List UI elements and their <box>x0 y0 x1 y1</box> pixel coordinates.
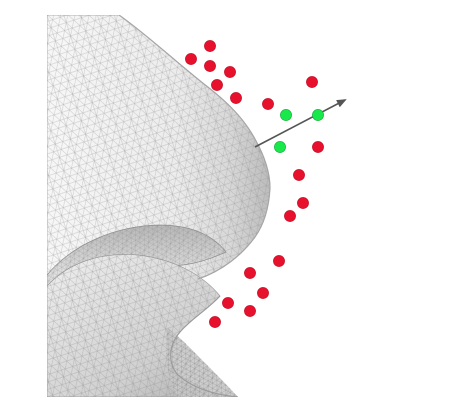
red-point <box>230 92 242 104</box>
points-layer <box>185 40 324 328</box>
red-point <box>209 316 221 328</box>
red-point <box>224 66 236 78</box>
red-point <box>222 297 234 309</box>
red-point <box>244 267 256 279</box>
green-point <box>280 109 292 121</box>
normal-arrow <box>254 99 347 148</box>
red-point <box>211 79 223 91</box>
green-point <box>274 141 286 153</box>
mesh-outline <box>118 15 271 280</box>
red-point <box>262 98 274 110</box>
red-point <box>284 210 296 222</box>
green-point <box>312 109 324 121</box>
red-point <box>273 255 285 267</box>
red-point <box>244 305 256 317</box>
red-point <box>204 40 216 52</box>
red-point <box>204 60 216 72</box>
mesh-outline-lower <box>170 295 239 397</box>
red-point <box>293 169 305 181</box>
mesh-surface <box>47 15 271 397</box>
red-point <box>185 53 197 65</box>
red-point <box>257 287 269 299</box>
red-point <box>312 141 324 153</box>
red-point <box>297 197 309 209</box>
red-point <box>306 76 318 88</box>
